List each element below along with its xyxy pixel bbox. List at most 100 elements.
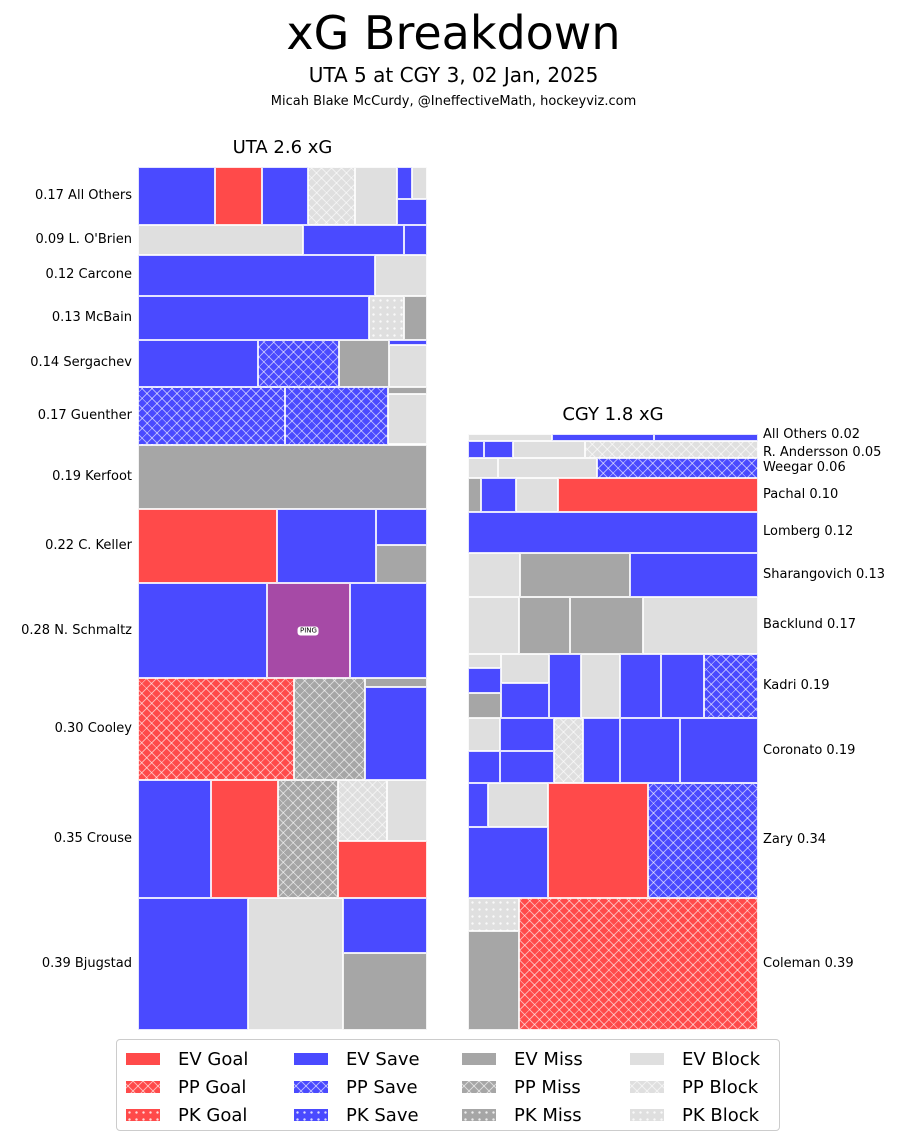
shot-ev-save (396, 167, 412, 199)
player-label-all-others: All Others 0.02 (763, 427, 861, 443)
shot-pk-block (369, 295, 404, 340)
shot-ev-block (387, 779, 427, 842)
legend-label: PP Goal (178, 1077, 247, 1098)
shot-ev-block (468, 596, 519, 655)
shot-ev-save (619, 718, 680, 783)
uta-panel-title: UTA 2.6 xG (232, 137, 333, 158)
shot-ev-miss (138, 444, 427, 509)
shot-ev-save (500, 750, 554, 783)
shot-ev-save (620, 654, 662, 719)
shot-ev-save (364, 687, 427, 780)
player-label-l-o-brien: 0.09 L. O'Brien (35, 231, 132, 247)
shot-ev-block (468, 434, 553, 441)
shot-ev-block (512, 440, 586, 458)
player-row-zary (468, 782, 758, 898)
shot-ev-miss (364, 678, 427, 688)
shot-ev-miss (387, 386, 427, 394)
shot-ev-ping: PING (266, 583, 351, 679)
player-row-all-others (468, 434, 758, 441)
player-label-lomberg: Lomberg 0.12 (763, 524, 854, 540)
shot-ev-miss (468, 930, 520, 1030)
legend-label: EV Miss (514, 1049, 583, 1070)
credit-line: Micah Blake McCurdy, @IneffectiveMath, h… (270, 94, 637, 109)
shot-ev-save (501, 683, 550, 719)
player-row-bjugstad (138, 898, 427, 1030)
shot-pk-block (468, 897, 520, 931)
player-row-mcbain (138, 295, 427, 340)
legend-label: PP Miss (514, 1077, 581, 1098)
legend-label: PK Block (682, 1105, 760, 1126)
legend-swatch (630, 1109, 664, 1121)
player-label-kadri: Kadri 0.19 (763, 678, 830, 694)
shot-ev-save (396, 198, 427, 225)
shot-ev-block (468, 457, 499, 479)
shot-ev-block (488, 782, 548, 827)
shot-ev-miss (468, 693, 502, 719)
shot-ev-miss (338, 339, 390, 387)
shot-ev-save (481, 478, 516, 512)
shot-ev-miss (343, 953, 427, 1030)
game-subtitle: UTA 5 at CGY 3, 02 Jan, 2025 (308, 63, 599, 87)
shot-ev-save (653, 434, 758, 441)
shot-ev-block (581, 654, 621, 719)
shot-ev-block (138, 224, 303, 255)
shot-ev-block (468, 552, 520, 597)
shot-ev-save (500, 718, 554, 751)
shot-ev-block (247, 898, 344, 1030)
shot-ev-block (389, 345, 427, 387)
player-row-pachal (468, 478, 758, 512)
shot-ev-goal (214, 167, 262, 225)
shot-ev-save (403, 224, 427, 255)
shot-ev-save (138, 583, 267, 679)
chart-title: xG Breakdown (286, 6, 621, 60)
player-row-sergachev (138, 339, 427, 387)
cgy-treemap (468, 434, 758, 1030)
shot-ev-save (661, 654, 705, 719)
shot-ev-save (679, 718, 758, 783)
player-row-n-schmaltz: PING (138, 583, 427, 679)
shot-pp-save (257, 339, 339, 387)
shot-ev-save (138, 167, 215, 225)
player-row-cooley (138, 678, 427, 780)
shot-ev-save (629, 552, 758, 597)
player-label-coleman: Coleman 0.39 (763, 955, 854, 971)
shot-ev-save (582, 718, 620, 783)
player-label-kerfoot: 0.19 Kerfoot (52, 468, 132, 484)
shot-ev-goal (138, 508, 277, 584)
shot-ev-save (549, 654, 582, 719)
player-label-zary: Zary 0.34 (763, 832, 826, 848)
player-row-coronato (468, 718, 758, 783)
shot-ev-block (501, 654, 550, 684)
player-row-l-o-brien (138, 224, 427, 255)
legend-swatch (294, 1109, 328, 1121)
shot-ev-goal (211, 779, 279, 898)
shot-ev-miss (403, 295, 427, 340)
player-label-sharangovich: Sharangovich 0.13 (763, 566, 885, 582)
player-row-all-others (138, 167, 427, 225)
shot-ev-miss (376, 545, 427, 584)
shot-pp-save (138, 386, 286, 445)
uta-treemap: PING (138, 167, 427, 1030)
player-label-mcbain: 0.13 McBain (51, 309, 132, 325)
shot-ev-save (276, 508, 377, 584)
shot-ev-block (387, 393, 427, 445)
shot-pp-block (308, 167, 355, 225)
legend-swatch (462, 1109, 496, 1121)
shot-ev-save (350, 583, 427, 679)
player-label-weegar: Weegar 0.06 (763, 459, 846, 475)
player-label-cooley: 0.30 Cooley (54, 720, 132, 736)
shot-ev-save (468, 782, 489, 827)
shot-ev-save (468, 511, 758, 553)
legend-swatch (126, 1109, 160, 1121)
shot-ev-block (642, 596, 758, 655)
legend-swatch (294, 1081, 328, 1093)
cgy-panel-title: CGY 1.8 xG (562, 404, 664, 425)
shot-ev-goal (557, 478, 758, 512)
legend-label: EV Block (682, 1049, 761, 1070)
legend-swatch (126, 1053, 160, 1065)
legend-label: PP Block (682, 1077, 759, 1098)
shot-ev-save (483, 440, 513, 458)
player-row-sharangovich (468, 552, 758, 597)
legend-label: PP Save (346, 1077, 418, 1098)
shot-ev-save (138, 339, 258, 387)
